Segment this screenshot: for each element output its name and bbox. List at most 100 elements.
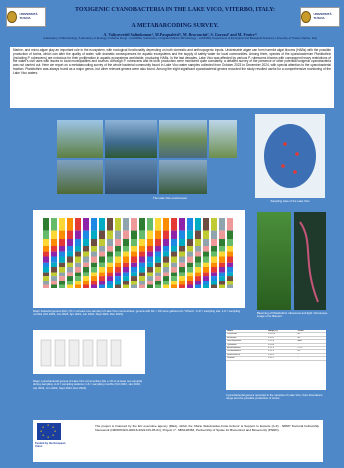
bar-segment	[179, 218, 185, 231]
university-logo-left: UNIVERSITÀ TUSCIA	[6, 7, 46, 27]
bar-segment	[67, 246, 73, 252]
bar-segment	[155, 251, 161, 257]
bar-segment	[67, 281, 73, 285]
map-caption: Sampling sites of the Lake Vico	[270, 199, 310, 203]
bar-segment	[219, 267, 225, 273]
lake-photo-2	[105, 120, 157, 158]
bar-segment	[43, 276, 49, 281]
bar-segment	[155, 230, 161, 239]
table-cell: Snowella	[227, 357, 235, 360]
bar-segment	[67, 251, 73, 257]
bar-segment	[187, 256, 193, 263]
bar-segment	[51, 239, 57, 246]
bar-segment	[179, 276, 185, 281]
bar-segment	[83, 284, 89, 288]
bar-segment	[187, 239, 193, 246]
bar-segment	[147, 281, 153, 285]
bar-segment	[67, 276, 73, 281]
bar-segment	[123, 239, 129, 246]
bar-segment	[123, 218, 129, 231]
funding-box: ★ ★ ★ ★ ★ ★ ★ ★ Funded by the European U…	[33, 420, 323, 462]
table-row: Pseudanabaena 0.1-1.9 MC	[226, 350, 326, 354]
bar-segment	[211, 239, 217, 246]
bar-segment	[83, 239, 89, 246]
cyano-bar	[54, 339, 66, 367]
bar-segment	[131, 218, 137, 231]
bar-segment	[147, 246, 153, 252]
bar-segment	[139, 272, 145, 277]
bar-segment	[219, 262, 225, 267]
bar-segment	[59, 281, 65, 285]
bar-segment	[131, 284, 137, 288]
bar-segment	[115, 267, 121, 273]
bar-segment	[131, 267, 137, 273]
bar-segment	[163, 284, 169, 288]
bar-segment	[51, 284, 57, 288]
bar-segment	[227, 284, 233, 288]
bar-segment	[227, 230, 233, 239]
bar-segment	[107, 256, 113, 263]
bar-segment	[147, 272, 153, 277]
bar-segment	[195, 284, 201, 288]
affiliations: ¹Laboratory of Microbiology; ²Laboratory…	[43, 36, 317, 40]
table-cell: Pseudanabaena	[227, 350, 241, 353]
bar-segment	[43, 251, 49, 257]
lake-photo-3	[159, 120, 207, 158]
bloom-photo	[257, 212, 291, 310]
table-cell: MC	[297, 350, 301, 353]
bar-segment	[155, 284, 161, 288]
bar-segment	[43, 284, 49, 288]
bar-segment	[59, 251, 65, 257]
bar-segment	[179, 251, 185, 257]
sampling-map	[255, 114, 325, 198]
bar-segment	[83, 230, 89, 239]
bar-segment	[203, 267, 209, 273]
bar-segment	[131, 281, 137, 285]
bar-segment	[195, 276, 201, 281]
table-cell: Planktothrix	[227, 333, 237, 336]
bar-segment	[187, 262, 193, 267]
bar-segment	[43, 281, 49, 285]
bar-segment	[203, 272, 209, 277]
bar-segment	[155, 256, 161, 263]
bar-segment	[203, 284, 209, 288]
bar-segment	[139, 267, 145, 273]
table-cell: 0.2-4.6	[268, 343, 275, 346]
bar-segment	[155, 281, 161, 285]
bar-segment	[171, 284, 177, 288]
bar-segment	[139, 246, 145, 252]
cyano-chart-caption: Major cyanobacterial genera of Lake Vico…	[33, 379, 143, 390]
bar-segment	[187, 251, 193, 257]
bar-segment	[91, 256, 97, 263]
table-cell: 0.1-1.5	[268, 347, 275, 350]
bar-segment	[171, 276, 177, 281]
bar-segment	[155, 239, 161, 246]
bar-segment	[123, 251, 129, 257]
bar-segment	[59, 230, 65, 239]
eu-label: Funded by the European Union	[35, 442, 66, 448]
bar-segment	[131, 262, 137, 267]
bar-segment	[123, 276, 129, 281]
bar-segment	[219, 272, 225, 277]
bar-segment	[147, 239, 153, 246]
table-cell: CYN	[297, 347, 302, 350]
bar-segment	[75, 239, 81, 246]
bar-segment	[211, 251, 217, 257]
bar-segment	[131, 239, 137, 246]
bar-segment	[51, 276, 57, 281]
bar-segment	[83, 256, 89, 263]
bar-segment	[227, 218, 233, 231]
bar-segment	[171, 267, 177, 273]
bar-segment	[75, 267, 81, 273]
bar-segment	[75, 281, 81, 285]
bar-segment	[147, 262, 153, 267]
table-cell: 0.2-6.1	[268, 353, 275, 356]
cyano-genera-chart	[33, 330, 145, 374]
lake-photo-5	[57, 160, 103, 194]
bar-segment	[91, 230, 97, 239]
bar-segment	[211, 272, 217, 277]
bar-segment	[107, 267, 113, 273]
bar-segment	[123, 246, 129, 252]
bar-segment	[115, 281, 121, 285]
bar-segment	[187, 284, 193, 288]
